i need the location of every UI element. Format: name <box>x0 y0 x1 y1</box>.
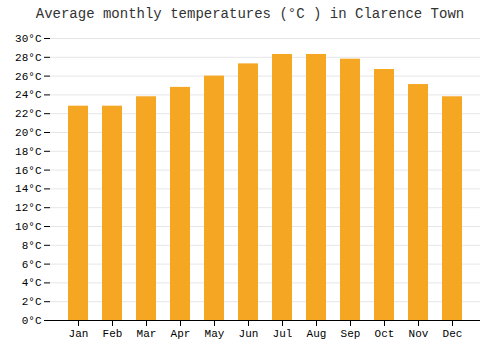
svg-text:12°C: 12°C <box>15 202 42 214</box>
svg-text:Nov: Nov <box>409 328 429 340</box>
svg-text:Jan: Jan <box>69 328 89 340</box>
svg-text:Aug: Aug <box>307 328 327 340</box>
svg-text:26°C: 26°C <box>15 71 42 83</box>
svg-text:14°C: 14°C <box>15 183 42 195</box>
svg-text:6°C: 6°C <box>22 259 42 271</box>
svg-text:28°C: 28°C <box>15 52 42 64</box>
svg-text:Dec: Dec <box>443 328 463 340</box>
svg-text:2°C: 2°C <box>22 296 42 308</box>
svg-text:22°C: 22°C <box>15 108 42 120</box>
svg-text:0°C: 0°C <box>22 315 42 327</box>
svg-text:20°C: 20°C <box>15 127 42 139</box>
svg-text:Jul: Jul <box>273 328 293 340</box>
svg-text:Apr: Apr <box>171 328 191 340</box>
html-text:Average monthly temperatures (: Average monthly temperatures (°C ) in Cl… <box>35 6 465 22</box>
svg-text:Jun: Jun <box>239 328 259 340</box>
svg-text:18°C: 18°C <box>15 146 42 158</box>
svg-text:10°C: 10°C <box>15 221 42 233</box>
svg-text:May: May <box>205 328 225 340</box>
svg-text:8°C: 8°C <box>22 240 42 252</box>
svg-text:Sep: Sep <box>341 328 361 340</box>
svg-text:Oct: Oct <box>375 328 395 340</box>
svg-text:24°C: 24°C <box>15 89 42 101</box>
svg-text:16°C: 16°C <box>15 165 42 177</box>
svg-text:4°C: 4°C <box>22 277 42 289</box>
svg-text:Feb: Feb <box>103 328 123 340</box>
svg-text:30°C: 30°C <box>15 33 42 45</box>
svg-text:Mar: Mar <box>137 328 157 340</box>
